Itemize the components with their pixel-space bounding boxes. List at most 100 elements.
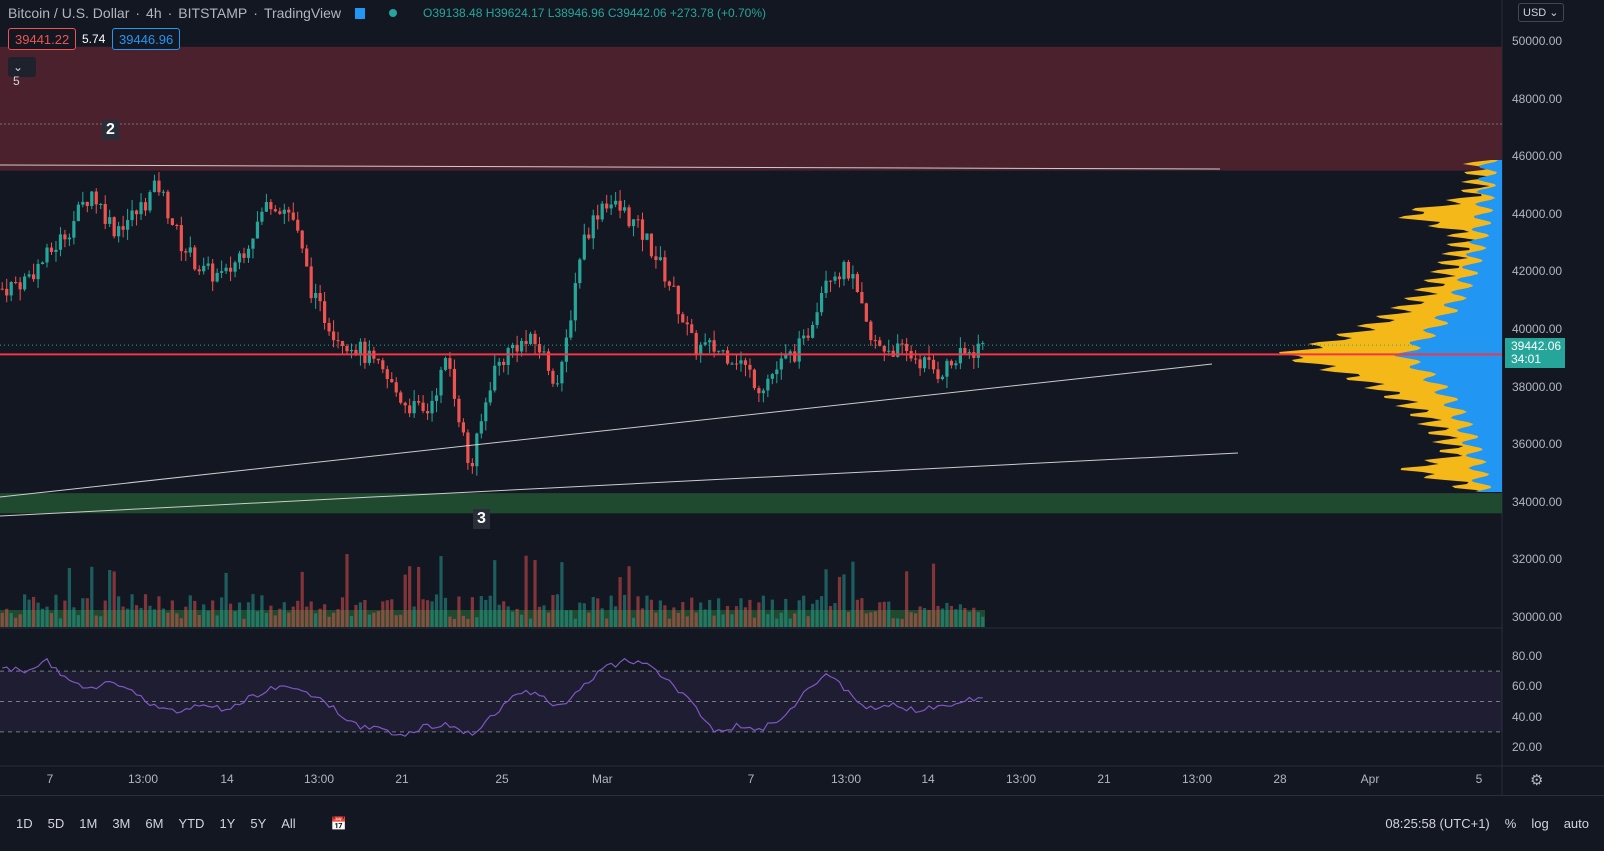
candle-body	[493, 365, 497, 391]
buy-price[interactable]: 39446.96	[112, 28, 181, 50]
candle-body	[264, 202, 268, 212]
candle-body	[345, 346, 349, 352]
candle-body	[685, 322, 689, 325]
candle-body	[179, 225, 183, 252]
candle-body	[130, 210, 134, 221]
volume-bar	[918, 606, 922, 627]
volume-bar	[645, 595, 649, 627]
candle-body	[511, 344, 515, 349]
candle-body	[166, 191, 170, 219]
volume-bar	[954, 609, 958, 627]
candle-body	[640, 219, 645, 240]
currency-select[interactable]: USD ⌄	[1518, 3, 1564, 22]
volume-bar	[5, 608, 9, 627]
candle-body	[497, 361, 501, 366]
support-zone	[0, 493, 1502, 514]
candle-body	[340, 340, 345, 347]
candle-body	[336, 340, 340, 342]
volume-bar	[775, 618, 779, 627]
rsi-tick: 80.00	[1512, 649, 1543, 663]
candle-body	[175, 224, 179, 226]
auto-toggle[interactable]: auto	[1563, 816, 1589, 831]
candle-body	[403, 402, 407, 406]
volume-bar	[976, 612, 980, 627]
volume-bar	[672, 607, 676, 627]
candle-body	[981, 343, 985, 345]
time-tick: 14	[921, 772, 935, 786]
candle-body	[819, 293, 824, 313]
volume-bar	[372, 612, 376, 627]
candle-body	[936, 369, 940, 380]
volume-bar	[90, 566, 94, 627]
volume-bar	[717, 598, 721, 627]
volume-bar	[551, 594, 555, 627]
candle-body	[394, 382, 398, 393]
volume-bar	[228, 603, 233, 627]
wave-marker-2: 2	[102, 120, 119, 140]
flag-icon[interactable]	[354, 7, 365, 19]
range-6m[interactable]: 6M	[145, 816, 164, 831]
candle-body	[354, 349, 358, 356]
volume-bar	[846, 612, 851, 627]
volume-bar	[260, 595, 264, 627]
settings-icon[interactable]: ⚙	[1530, 772, 1544, 789]
volume-bar	[58, 618, 63, 627]
candle-body	[323, 301, 327, 323]
volume-bar	[694, 612, 698, 627]
candle-body	[318, 293, 322, 302]
range-3m[interactable]: 3M	[112, 816, 131, 831]
volume-bar	[555, 594, 560, 627]
volume-bar	[152, 609, 157, 627]
last-price-label: 39442.06 34:01	[1505, 338, 1565, 368]
sell-price[interactable]: 39441.22	[8, 28, 77, 50]
range-5d[interactable]: 5D	[47, 816, 65, 831]
candle-body	[193, 247, 197, 270]
candle-body	[488, 390, 492, 403]
percent-toggle[interactable]: %	[1504, 816, 1517, 831]
rsi-tick: 60.00	[1512, 679, 1543, 694]
volume-bar	[922, 608, 927, 627]
volume-bar	[488, 595, 492, 627]
volume-bar	[188, 595, 192, 627]
candle-body	[376, 358, 380, 361]
volume-bar	[685, 616, 689, 627]
range-1d[interactable]: 1D	[16, 816, 33, 831]
candle-body	[752, 369, 757, 389]
volume-bar	[909, 612, 913, 627]
exchange: BITSTAMP	[178, 5, 248, 21]
volume-bar	[103, 600, 107, 627]
candle-body	[775, 369, 779, 375]
candle-body	[251, 238, 255, 249]
price-tick: 30000.00	[1512, 610, 1563, 624]
date-range-icon[interactable]: 📅	[330, 815, 347, 831]
log-toggle[interactable]: log	[1531, 816, 1549, 831]
candle-body	[452, 368, 457, 399]
time-tick: 7	[46, 772, 54, 786]
volume-bar	[233, 611, 237, 627]
candle-body	[237, 253, 242, 263]
volume-bar	[381, 601, 385, 627]
range-5y[interactable]: 5Y	[250, 816, 267, 831]
range-1y[interactable]: 1Y	[219, 816, 236, 831]
volume-bar	[193, 600, 197, 627]
time-tick: 13:00	[831, 772, 862, 786]
range-all[interactable]: All	[281, 816, 296, 831]
indicators-toggle[interactable]: ⌄ 5	[8, 57, 36, 88]
price-tick: 48000.00	[1512, 91, 1563, 106]
candle-body	[555, 383, 560, 385]
volume-bar	[640, 608, 645, 627]
volume-bar	[605, 618, 609, 627]
volume-bar	[452, 618, 457, 627]
range-1m[interactable]: 1M	[79, 816, 98, 831]
volume-bar	[631, 617, 636, 627]
volume-bar	[578, 602, 582, 627]
interval[interactable]: 4h	[146, 5, 162, 21]
range-ytd[interactable]: YTD	[178, 816, 205, 831]
volume-bar	[430, 601, 434, 627]
candle-body	[63, 234, 67, 240]
candle-body	[197, 269, 201, 272]
symbol[interactable]: Bitcoin / U.S. Dollar	[8, 5, 130, 21]
volume-bar	[739, 598, 743, 627]
candle-body	[734, 363, 739, 365]
